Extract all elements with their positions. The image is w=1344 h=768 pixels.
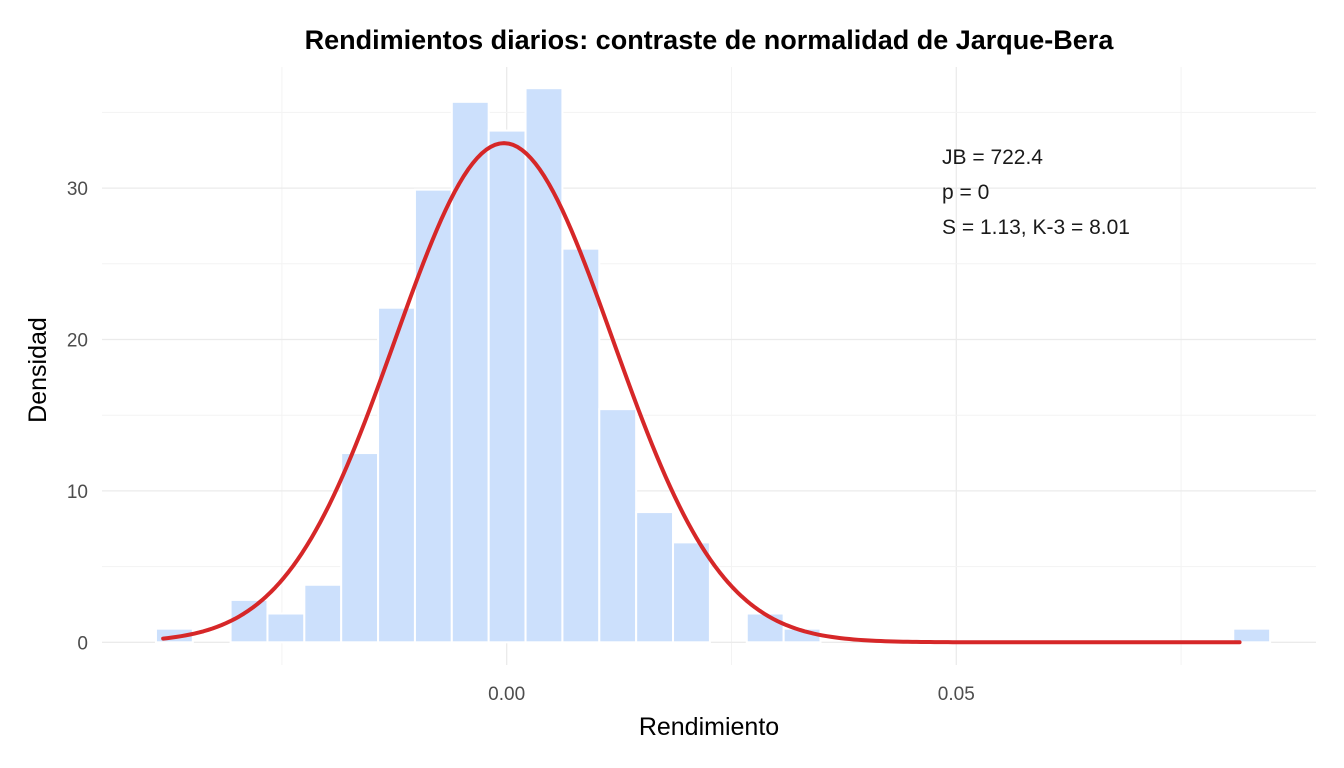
histogram-bar xyxy=(561,247,601,644)
y-tick-label: 0 xyxy=(77,633,88,654)
histogram-bar xyxy=(487,129,527,644)
histogram-bar xyxy=(598,408,638,644)
histogram-bar xyxy=(672,541,711,644)
y-axis-label: Densidad xyxy=(24,317,52,423)
histogram-bar xyxy=(340,452,380,644)
histogram-bar xyxy=(745,612,785,644)
chart-title: Rendimientos diarios: contraste de norma… xyxy=(305,25,1115,55)
jarque-bera-annotation: JB = 722.4 p = 0 S = 1.13, K-3 = 8.01 xyxy=(942,146,1130,239)
histogram-bar xyxy=(229,598,269,644)
annotation-line: JB = 722.4 xyxy=(942,146,1043,169)
x-axis-ticks: 0.00 0.05 xyxy=(488,684,975,705)
y-tick-label: 30 xyxy=(67,179,88,200)
histogram-bar xyxy=(524,87,564,644)
y-tick-label: 10 xyxy=(67,482,88,503)
histogram-bars xyxy=(154,87,1272,644)
histogram-bar xyxy=(377,306,416,644)
y-tick-label: 20 xyxy=(67,331,88,352)
histogram-bar xyxy=(303,583,343,644)
histogram-bar xyxy=(413,188,453,644)
x-tick-label: 0.00 xyxy=(488,684,525,705)
histogram-bar xyxy=(266,612,306,644)
x-tick-label: 0.05 xyxy=(938,684,975,705)
annotation-line: S = 1.13, K-3 = 8.01 xyxy=(942,216,1130,239)
x-axis-label: Rendimiento xyxy=(639,713,779,741)
histogram-bar xyxy=(1232,627,1272,644)
annotation-line: p = 0 xyxy=(942,181,989,204)
histogram-bar xyxy=(635,511,675,644)
histogram-bar xyxy=(450,100,490,644)
normal-density-curve xyxy=(161,141,1242,645)
y-axis-ticks: 0 10 20 30 xyxy=(67,179,88,654)
